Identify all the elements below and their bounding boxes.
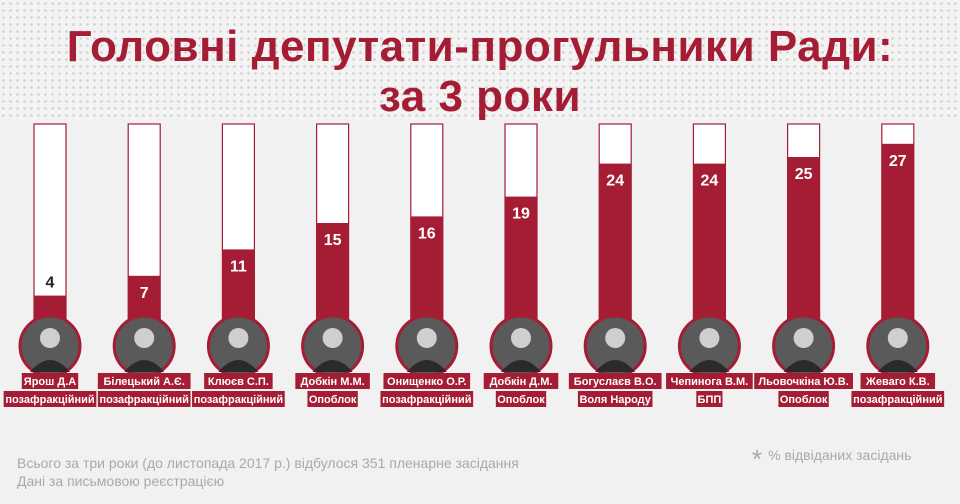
faction-label: позафракційний xyxy=(194,394,283,406)
faction-label: Опоблок xyxy=(309,394,357,406)
value-label: 24 xyxy=(701,173,719,190)
bar xyxy=(505,196,537,322)
faction-label: БПП xyxy=(698,394,722,406)
avatar-head xyxy=(228,328,249,348)
bar-chart: 4 Ярош Д.А позафракційний 7 Білецький А.Є. по… xyxy=(3,123,945,407)
faction-label-bg xyxy=(192,391,285,407)
chart-title: Головні депутати-прогульники Ради: за 3 … xyxy=(0,22,960,122)
name-label: Ярош Д.А xyxy=(24,376,76,388)
name-label-bg xyxy=(21,373,79,389)
value-label: 25 xyxy=(795,166,813,183)
faction-label: позафракційний xyxy=(382,394,471,406)
name-label: Білецький А.Є. xyxy=(103,376,184,388)
bar xyxy=(693,163,726,322)
avatar-head xyxy=(887,328,908,348)
bar xyxy=(599,163,632,322)
avatar-head xyxy=(40,328,60,348)
legend: * % відвіданих засідань xyxy=(752,444,911,475)
name-label-bg xyxy=(568,373,662,389)
footnote-total: Всього за три роки (до листопада 2017 р.… xyxy=(17,455,519,471)
faction-label-bg xyxy=(3,391,97,407)
faction-label-bg xyxy=(307,391,358,407)
legend-star-icon: * xyxy=(752,444,763,474)
faction-label: Опоблок xyxy=(497,394,545,406)
name-label-bg xyxy=(754,373,853,389)
faction-label: Воля Народу xyxy=(579,394,651,406)
name-label: Богуслаєв В.О. xyxy=(574,376,657,388)
bar xyxy=(787,157,820,322)
value-label: 24 xyxy=(606,173,624,190)
faction-label: позафракційний xyxy=(853,394,942,406)
name-label-bg xyxy=(483,373,559,389)
avatar-head xyxy=(416,328,437,348)
name-label-bg xyxy=(383,373,471,389)
avatar-shoulders xyxy=(689,360,730,372)
name-label-bg xyxy=(295,373,370,389)
footnote-source: Дані за письмовою реєстрацією xyxy=(17,473,225,489)
name-label-bg xyxy=(204,373,273,389)
name-label: Добкін Д.М. xyxy=(490,376,553,388)
legend-text: % відвіданих засідань xyxy=(768,447,912,463)
dotted-header-background xyxy=(0,0,960,120)
bar xyxy=(222,249,255,322)
value-label: 7 xyxy=(140,285,149,302)
name-label: Чепинога В.М. xyxy=(671,376,749,388)
avatar-head xyxy=(322,328,343,348)
faction-label-bg xyxy=(696,391,723,407)
avatar-head xyxy=(134,328,155,348)
faction-label-bg xyxy=(778,391,829,407)
avatar-shoulders xyxy=(406,360,447,372)
bar xyxy=(881,143,914,322)
faction-label: позафракційний xyxy=(5,394,94,406)
bar xyxy=(128,275,161,322)
avatar-head xyxy=(605,328,626,348)
avatar-head xyxy=(793,328,814,348)
title-line-2: за 3 роки xyxy=(378,72,581,121)
avatar-shoulders xyxy=(877,360,918,372)
avatar-shoulders xyxy=(783,360,824,372)
avatar-shoulders xyxy=(595,360,636,372)
name-label-bg xyxy=(97,373,191,389)
faction-label: Опоблок xyxy=(780,394,828,406)
name-label-bg xyxy=(666,373,753,389)
avatar-head xyxy=(511,328,531,348)
faction-label-bg xyxy=(577,391,653,407)
bar xyxy=(410,216,443,322)
name-label: Онищенко О.Р. xyxy=(387,376,467,388)
value-label: 4 xyxy=(46,275,55,292)
avatar-shoulders xyxy=(218,360,259,372)
avatar-shoulders xyxy=(30,360,70,372)
name-label: Льовочкіна Ю.В. xyxy=(758,376,848,388)
value-label: 16 xyxy=(418,225,436,242)
faction-label-bg xyxy=(380,391,474,407)
name-label: Добкін М.М. xyxy=(301,376,365,388)
name-label: Жеваго К.В. xyxy=(865,376,930,388)
value-label: 11 xyxy=(230,258,247,275)
faction-label-bg xyxy=(851,391,945,407)
faction-label-bg xyxy=(97,391,191,407)
avatar-shoulders xyxy=(124,360,165,372)
value-label: 15 xyxy=(324,232,342,249)
name-label-bg xyxy=(860,373,936,389)
bar xyxy=(316,223,349,322)
faction-label-bg xyxy=(495,391,547,407)
value-label: 27 xyxy=(889,153,907,170)
avatar-head xyxy=(699,328,720,348)
faction-label: позафракційний xyxy=(100,394,189,406)
avatar-shoulders xyxy=(312,360,353,372)
value-label: 19 xyxy=(512,206,530,223)
bar-outline xyxy=(33,123,67,323)
title-line-1: Головні депутати-прогульники Ради: xyxy=(66,22,894,71)
name-label: Клюєв С.П. xyxy=(208,376,269,388)
avatar-shoulders xyxy=(501,360,541,372)
